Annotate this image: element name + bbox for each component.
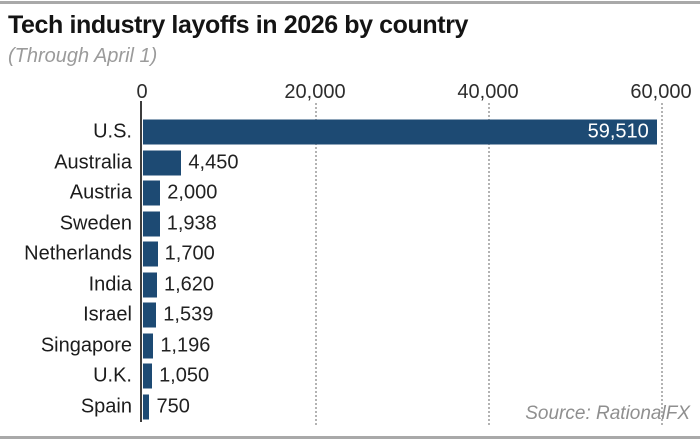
plot-area: U.S. 59,510 Australia 4,450 Austria 2,000 Swed… — [24, 101, 663, 425]
bar-row: India 1,620 — [89, 270, 661, 301]
bar-row: Australia 4,450 — [54, 148, 661, 179]
bar-track: 1,050 — [143, 363, 661, 389]
x-tick-label: 40,000 — [457, 81, 519, 103]
category-label: U.K. — [93, 364, 132, 387]
source-note: Source: RationalFX — [525, 403, 690, 424]
bar-track: 59,510 — [143, 119, 661, 145]
x-tick-label: 20,000 — [284, 81, 346, 103]
bar-track: 4,450 — [143, 150, 661, 176]
top-rule — [0, 1, 700, 4]
bar — [143, 211, 160, 237]
category-label: Singapore — [40, 334, 132, 357]
value-label: 1,196 — [160, 334, 211, 357]
bar-row: Austria 2,000 — [70, 178, 661, 209]
value-label: 1,050 — [159, 364, 210, 387]
bar-row: Sweden 1,938 — [60, 209, 661, 240]
bar-row: Singapore 1,196 — [41, 331, 661, 362]
category-label: Spain — [80, 395, 132, 418]
category-label: India — [88, 273, 132, 296]
bar-row: Netherlands 1,700 — [24, 239, 661, 270]
value-label: 4,450 — [188, 151, 239, 174]
bar-row: U.K. 1,050 — [93, 361, 661, 392]
value-label: 59,510 — [587, 120, 649, 143]
y-axis-line — [140, 101, 142, 422]
bar — [143, 333, 154, 359]
value-label: 1,620 — [163, 273, 215, 296]
category-label: Sweden — [59, 212, 132, 235]
bar — [143, 272, 157, 298]
bar — [143, 150, 182, 176]
bar-rows: U.S. 59,510 Australia 4,450 Austria 2,000 Swed… — [24, 117, 661, 423]
category-label: Austria — [69, 181, 132, 204]
bar-track: 1,938 — [143, 211, 661, 237]
bar-track: 2,000 — [143, 180, 661, 206]
category-label: Netherlands — [24, 242, 132, 265]
value-label: 1,539 — [163, 303, 214, 326]
x-axis-tick-labels: 0 20,000 40,000 60,000 — [136, 81, 691, 103]
bar — [143, 394, 150, 420]
bar — [143, 241, 158, 267]
bar-row: U.S. 59,510 — [93, 117, 661, 148]
bar-track: 1,196 — [143, 333, 661, 359]
bar-row: Israel 1,539 — [83, 300, 661, 331]
value-label: 2,000 — [167, 181, 218, 204]
gridline — [661, 103, 663, 425]
x-tick-label: 0 — [136, 81, 148, 103]
bar — [143, 119, 657, 145]
chart-subtitle: (Through April 1) — [8, 45, 158, 67]
category-label: Australia — [54, 151, 132, 174]
bar-track: 1,539 — [143, 302, 661, 328]
bottom-rule — [0, 436, 700, 439]
bar-track: 1,700 — [143, 241, 661, 267]
value-label: 750 — [156, 395, 190, 418]
x-tick-label: 60,000 — [630, 81, 692, 103]
bar-row: Spain 750 — [81, 392, 661, 423]
value-label: 1,700 — [164, 242, 215, 265]
chart-title: Tech industry layoffs in 2026 by country — [8, 11, 469, 39]
bar-track: 750 — [143, 394, 661, 420]
bar — [143, 302, 157, 328]
category-label: Israel — [83, 303, 132, 326]
value-label: 1,938 — [166, 212, 217, 235]
bar — [143, 363, 153, 389]
bar-track: 1,620 — [143, 272, 661, 298]
bar — [143, 180, 161, 206]
category-label: U.S. — [93, 120, 132, 143]
